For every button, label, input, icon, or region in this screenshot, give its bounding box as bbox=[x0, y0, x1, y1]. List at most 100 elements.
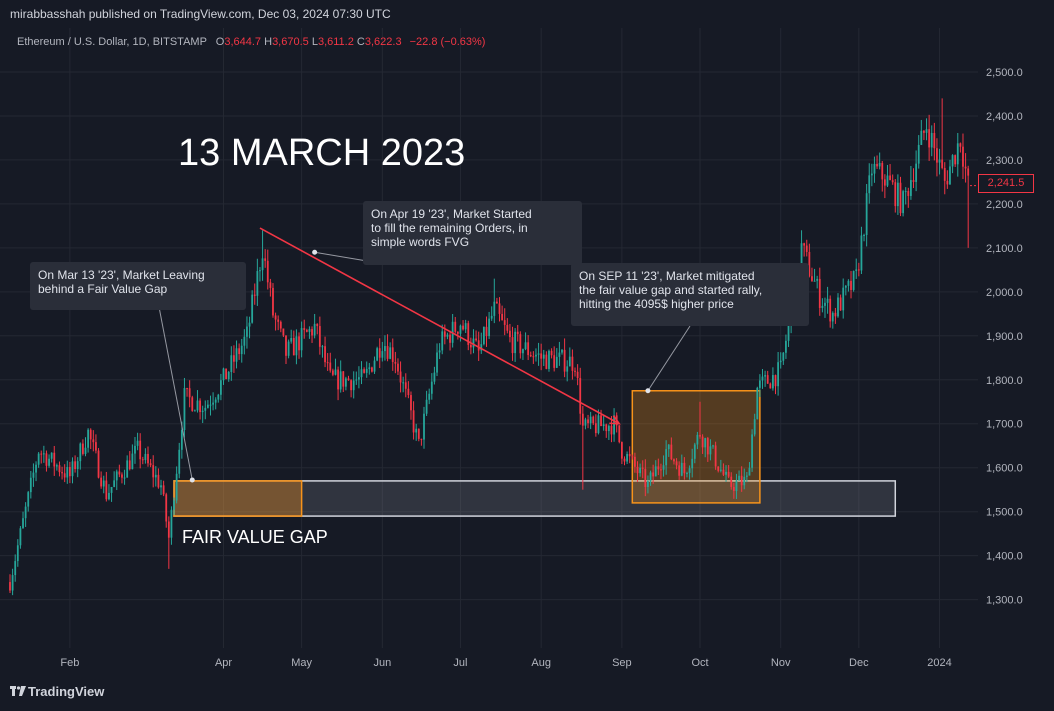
candle-body bbox=[430, 381, 433, 394]
candle-body bbox=[894, 182, 897, 207]
x-tick-label: May bbox=[291, 657, 312, 669]
tradingview-logo[interactable]: TradingView bbox=[10, 684, 104, 699]
fvg-label[interactable]: FAIR VALUE GAP bbox=[182, 527, 328, 547]
candle-body bbox=[68, 467, 71, 477]
callout-mar13[interactable]: On Mar 13 '23', Market Leaving behind a … bbox=[30, 262, 246, 310]
candle-body bbox=[967, 168, 970, 176]
fvg-layer bbox=[173, 390, 897, 517]
y-tick-label: 2,200.0 bbox=[986, 199, 1023, 211]
low-value: 3,611.2 bbox=[317, 36, 354, 48]
candle-body bbox=[350, 380, 352, 391]
candle-body bbox=[235, 348, 238, 362]
candlestick-series[interactable] bbox=[9, 98, 970, 596]
y-tick-label: 2,500.0 bbox=[986, 67, 1023, 79]
candle-body bbox=[303, 328, 306, 330]
candle-body bbox=[522, 349, 524, 354]
candle-body bbox=[298, 336, 300, 351]
candle-body bbox=[363, 369, 366, 373]
candle-body bbox=[928, 129, 931, 148]
candle-body bbox=[282, 328, 285, 336]
y-tick-label: 2,400.0 bbox=[986, 111, 1023, 123]
candle-body bbox=[925, 129, 928, 133]
candle-body bbox=[365, 368, 368, 373]
candle-body bbox=[506, 324, 509, 331]
candle-body bbox=[482, 326, 485, 345]
candle-body bbox=[574, 370, 576, 372]
candle-body bbox=[852, 270, 855, 290]
candle-body bbox=[696, 434, 699, 445]
candle-body bbox=[415, 428, 418, 433]
candle-body bbox=[456, 331, 459, 334]
candle-body bbox=[764, 375, 766, 377]
candle-body bbox=[180, 429, 183, 450]
candle-body bbox=[40, 453, 43, 455]
candle-body bbox=[188, 388, 191, 398]
candle-body bbox=[285, 335, 287, 356]
open-label: O bbox=[215, 36, 225, 48]
callout-sep11[interactable]: On SEP 11 '23', Market mitigated the fai… bbox=[571, 263, 809, 326]
candle-body bbox=[344, 378, 347, 387]
candle-body bbox=[214, 399, 217, 403]
close-label: C bbox=[356, 36, 365, 48]
candle-body bbox=[196, 400, 199, 411]
candle-body bbox=[63, 473, 66, 478]
candle-body bbox=[89, 429, 92, 440]
candle-body bbox=[943, 167, 946, 181]
candle-body bbox=[305, 329, 308, 332]
grid-vertical-lines bbox=[69, 28, 941, 648]
candle-body bbox=[459, 325, 462, 334]
candle-body bbox=[477, 340, 480, 351]
candle-body bbox=[670, 444, 673, 460]
candle-body bbox=[954, 155, 957, 165]
candle-body bbox=[240, 345, 243, 355]
candle-body bbox=[32, 472, 35, 478]
candle-body bbox=[371, 367, 373, 372]
candle-body bbox=[727, 471, 730, 477]
candle-body bbox=[527, 342, 530, 356]
candle-body bbox=[292, 337, 295, 356]
candle-body bbox=[100, 477, 103, 487]
symbol-name[interactable]: Ethereum / U.S. Dollar, 1D, BITSTAMP bbox=[17, 36, 207, 48]
candle-body bbox=[667, 444, 670, 450]
callout-leader-line bbox=[159, 309, 193, 481]
candle-body bbox=[865, 193, 868, 236]
chart-title-annotation[interactable]: 13 MARCH 2023 bbox=[178, 132, 466, 174]
candle-body bbox=[108, 492, 110, 500]
candle-body bbox=[404, 382, 407, 389]
candle-body bbox=[704, 438, 707, 448]
candle-body bbox=[253, 294, 256, 296]
candle-body bbox=[941, 159, 944, 168]
price-axis[interactable]: 1,300.0 1,400.0 1,500.0 1,600.0 1,700.0 1,800… bbox=[986, 67, 1023, 607]
candle-body bbox=[785, 340, 787, 353]
candle-body bbox=[808, 251, 811, 277]
mitigation-box bbox=[631, 390, 761, 504]
candle-body bbox=[912, 180, 915, 182]
candle-body bbox=[834, 312, 837, 317]
candle-body bbox=[274, 315, 277, 320]
current-price-tag: 2,241.5 bbox=[978, 174, 1034, 193]
candle-body bbox=[683, 462, 686, 474]
candle-body bbox=[873, 163, 876, 174]
candle-body bbox=[623, 458, 626, 462]
x-tick-label: Feb bbox=[60, 657, 79, 669]
candle-body bbox=[847, 280, 850, 286]
candle-body bbox=[433, 372, 436, 382]
candle-body bbox=[545, 354, 548, 369]
candle-body bbox=[657, 466, 660, 470]
candle-body bbox=[821, 305, 824, 308]
time-axis[interactable]: Feb Apr May Jun Jul Aug Sep Oct Nov Dec 2024 bbox=[60, 657, 951, 669]
symbol-legend[interactable]: Ethereum / U.S. Dollar, 1D, BITSTAMP O 3,… bbox=[17, 36, 485, 48]
candle-body bbox=[209, 404, 212, 406]
candle-body bbox=[639, 467, 642, 474]
candle-body bbox=[342, 371, 345, 387]
candle-body bbox=[9, 582, 11, 591]
candle-body bbox=[800, 243, 803, 271]
candle-body bbox=[660, 469, 662, 471]
candle-body bbox=[449, 334, 451, 343]
candle-body bbox=[745, 475, 748, 477]
publisher-line: mirabbasshah published on TradingView.co… bbox=[10, 7, 391, 21]
callout-apr19[interactable]: On Apr 19 '23', Market Started to fill t… bbox=[363, 201, 582, 265]
candle-body bbox=[58, 465, 61, 473]
candle-body bbox=[131, 453, 134, 470]
